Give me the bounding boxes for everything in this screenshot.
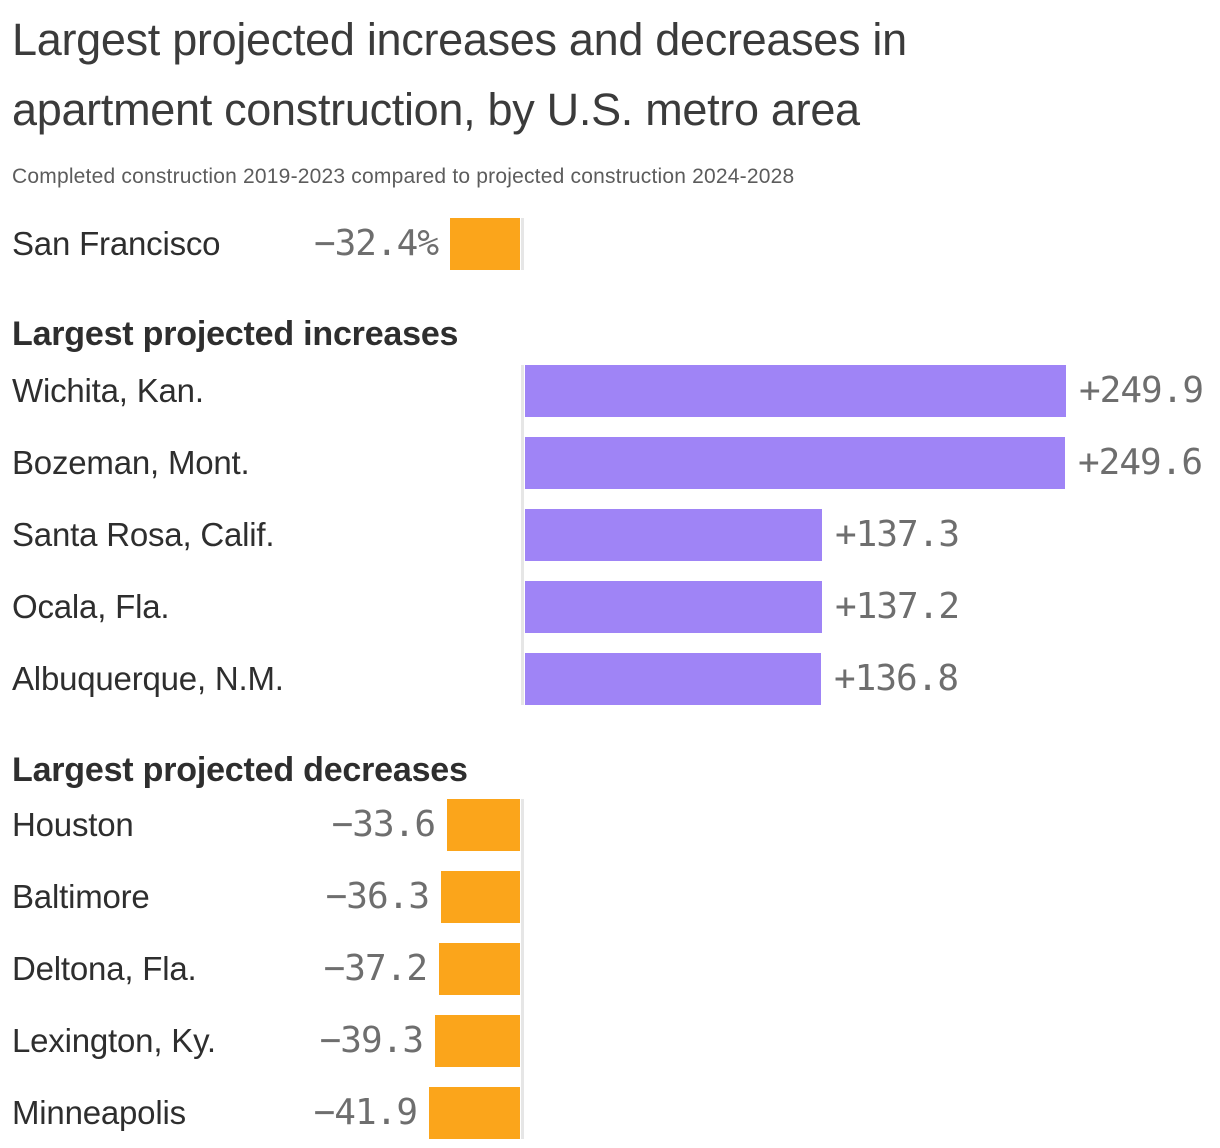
- bar-row-houston: Houston −33.6: [0, 799, 1220, 851]
- decrease-bar-minneapolis: [429, 1087, 520, 1139]
- bar-row-wichita-kan: Wichita, Kan. +249.9: [0, 365, 1220, 417]
- chart-title: Largest projected increases and decrease…: [12, 14, 907, 135]
- zero-axis-line: [521, 365, 524, 705]
- increases-section-heading: Largest projected increases: [12, 315, 459, 353]
- value-label: −41.9: [313, 1092, 418, 1133]
- increase-bar-wichita-kan: [525, 365, 1066, 417]
- metro-label: Minneapolis: [12, 1094, 186, 1131]
- increase-bar-albuquerque-n-m: [525, 653, 821, 705]
- bar-row-san-francisco: San Francisco −32.4%: [0, 218, 1220, 270]
- decrease-bar-deltona-fla: [439, 943, 520, 995]
- value-label: −39.3: [319, 1020, 424, 1061]
- metro-label: Wichita, Kan.: [12, 372, 204, 409]
- zero-axis-line: [521, 218, 524, 270]
- bar-row-deltona-fla: Deltona, Fla. −37.2: [0, 943, 1220, 995]
- zero-axis-line: [521, 799, 524, 1139]
- metro-label: Houston: [12, 806, 134, 843]
- value-label: +249.6: [1078, 442, 1203, 483]
- metro-label: Ocala, Fla.: [12, 588, 170, 625]
- value-label: +137.3: [835, 514, 960, 555]
- value-label: −36.3: [325, 876, 430, 917]
- increase-bar-santa-rosa-calif: [525, 509, 822, 561]
- decreases-section-heading: Largest projected decreases: [12, 751, 468, 789]
- decrease-bar-lexington-ky: [435, 1015, 520, 1067]
- value-label: −32.4%: [313, 223, 439, 264]
- decrease-bar-baltimore: [441, 871, 520, 923]
- bar-row-bozeman-mont: Bozeman, Mont. +249.6: [0, 437, 1220, 489]
- bar-row-baltimore: Baltimore −36.3: [0, 871, 1220, 923]
- bar-row-albuquerque-n-m: Albuquerque, N.M. +136.8: [0, 653, 1220, 705]
- bar-row-ocala-fla: Ocala, Fla. +137.2: [0, 581, 1220, 633]
- decrease-bar-houston: [447, 799, 520, 851]
- value-label: +136.8: [834, 658, 959, 699]
- metro-label: Deltona, Fla.: [12, 950, 197, 987]
- value-label: −37.2: [323, 948, 428, 989]
- value-label: +137.2: [835, 586, 960, 627]
- metro-label: Bozeman, Mont.: [12, 444, 250, 481]
- metro-label: Santa Rosa, Calif.: [12, 516, 275, 553]
- value-label: +249.9: [1079, 370, 1204, 411]
- bar-row-santa-rosa-calif: Santa Rosa, Calif. +137.3: [0, 509, 1220, 561]
- metro-label: Lexington, Ky.: [12, 1022, 216, 1059]
- value-label: −33.6: [331, 804, 436, 845]
- metro-label: Albuquerque, N.M.: [12, 660, 284, 697]
- bar-row-lexington-ky: Lexington, Ky. −39.3: [0, 1015, 1220, 1067]
- decrease-bar-san-francisco: [450, 218, 520, 270]
- chart-subtitle: Completed construction 2019-2023 compare…: [12, 165, 795, 188]
- bar-row-minneapolis: Minneapolis −41.9: [0, 1087, 1220, 1139]
- metro-label: San Francisco: [12, 225, 221, 262]
- metro-label: Baltimore: [12, 878, 150, 915]
- increase-bar-ocala-fla: [525, 581, 822, 633]
- increase-bar-bozeman-mont: [525, 437, 1065, 489]
